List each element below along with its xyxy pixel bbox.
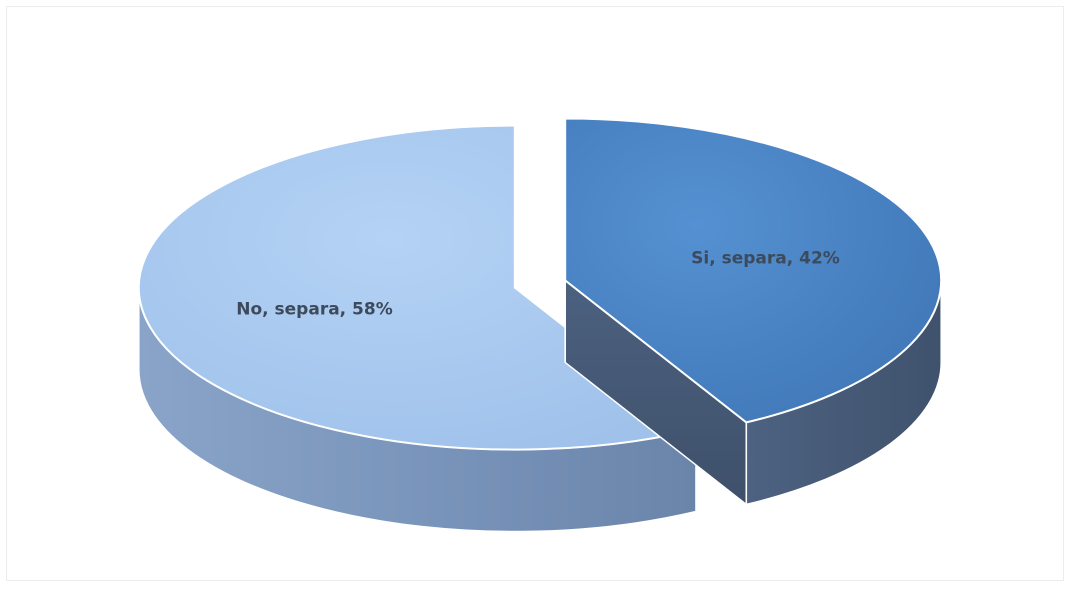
pie-slice-si-separa: Si, separa, 42% [564,117,943,506]
chart-frame [6,6,1064,581]
data-label: No, separa, 58% [236,300,393,320]
data-label: Si, separa, 42% [691,248,840,268]
slice-top-face [564,117,943,424]
pie-slice-no-separa: No, separa, 58% [137,124,699,533]
slice-top-face [137,124,699,451]
